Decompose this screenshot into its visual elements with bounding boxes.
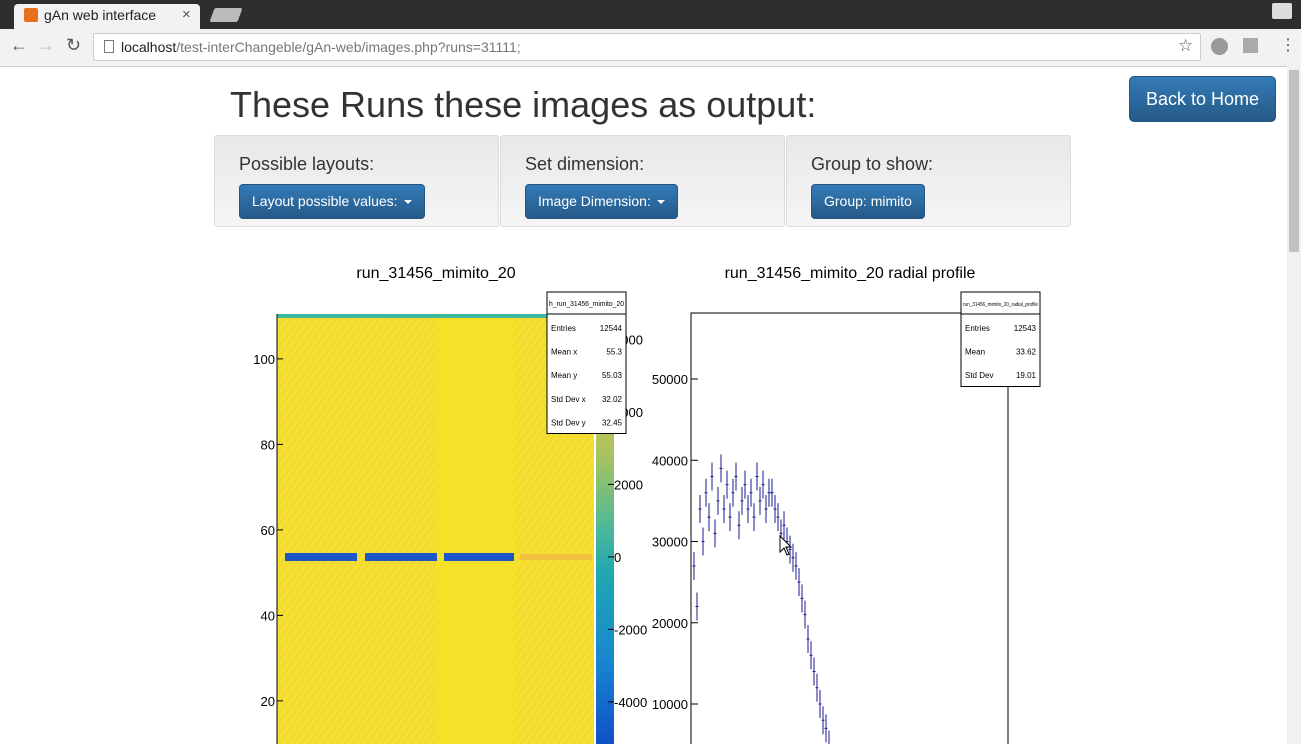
url-host: localhost	[121, 39, 177, 55]
frame	[690, 312, 1009, 744]
stats-box	[960, 291, 1041, 387]
panel: Group to show: Group: mimito	[786, 135, 1071, 227]
bookmark[interactable]: ☆	[1178, 36, 1194, 55]
stats-key: Std Dev y	[551, 418, 586, 427]
stats-value: 12544	[600, 324, 623, 333]
scroll-thumb[interactable]	[1289, 70, 1299, 252]
heatmap-top	[277, 314, 594, 318]
stats-value: 12543	[1014, 324, 1037, 333]
y-tick-label: 60	[261, 523, 275, 538]
z-tick-label: 0	[614, 550, 621, 565]
stats-value: 33.62	[1016, 348, 1037, 357]
heatmap-cell-row	[520, 554, 592, 560]
stats-key: Std Dev x	[551, 395, 586, 404]
new-tab[interactable]	[209, 8, 243, 22]
stats-key: Mean y	[551, 371, 577, 380]
tab-title: gAn web interface	[44, 7, 157, 23]
stats-value: 55.03	[602, 371, 623, 380]
back-home-button[interactable]: Back to Home	[1129, 76, 1276, 122]
menu[interactable]: ⋮	[1280, 37, 1296, 54]
y-tick-label: 80	[261, 437, 275, 452]
heatmap-cell-row	[285, 553, 357, 561]
stats-title: run_31456_mimito_20_radial_profile	[963, 302, 1038, 308]
button-text: Group: mimito	[824, 193, 912, 209]
back[interactable]: ←	[10, 35, 28, 55]
y-tick-label: 50000	[652, 372, 688, 387]
y-tick-label: 20000	[652, 616, 688, 631]
stats-value: 55.3	[606, 348, 622, 357]
button-text: Image Dimension:	[538, 193, 651, 209]
z-tick-label: -4000	[614, 695, 647, 710]
stats-key: Mean	[965, 348, 985, 357]
extension[interactable]	[1243, 38, 1258, 53]
page-title: These Runs these images as output:	[230, 84, 817, 125]
heatmap-band	[435, 314, 515, 744]
tab[interactable]: gAn web interface ×	[14, 4, 200, 29]
cursor	[779, 534, 793, 556]
panel-label: Possible layouts:	[239, 154, 375, 174]
profile[interactable]	[1272, 3, 1292, 19]
address-bar[interactable]: localhost/test-interChangeble/gAn-web/im…	[93, 33, 1201, 61]
stats-key: Mean x	[551, 348, 577, 357]
panel: Possible layouts: Layout possible values…	[214, 135, 499, 227]
panel-label: Set dimension:	[525, 154, 645, 174]
page-icon	[104, 40, 114, 53]
stats-value: 32.45	[602, 418, 623, 427]
stats-box	[546, 291, 627, 434]
z-tick-label: -2000	[614, 622, 647, 637]
panel: Set dimension: Image Dimension:	[500, 135, 785, 227]
y-tick-label: 20	[261, 694, 275, 709]
y-tick-label: 40	[261, 608, 275, 623]
plot-title: run_31456_mimito_20 radial profile	[725, 265, 976, 282]
stats-key: Std Dev	[965, 371, 993, 380]
stats-title: h_run_31456_mimito_20	[549, 301, 624, 308]
plot-title: run_31456_mimito_20	[356, 265, 515, 282]
dropdown-button[interactable]: Image Dimension:	[525, 184, 678, 219]
url: localhost/test-interChangeble/gAn-web/im…	[121, 39, 521, 55]
scrollbar[interactable]	[1287, 66, 1301, 744]
toolbar: ← → ↻ localhost/test-interChangeble/gAn-…	[0, 29, 1301, 67]
z-tick-label: 2000	[614, 477, 643, 492]
stats-key: Entries	[965, 324, 990, 333]
y-tick-label: 40000	[652, 453, 688, 468]
stats-key: Entries	[551, 324, 576, 333]
abp-extension[interactable]	[1211, 38, 1228, 55]
tab-close[interactable]: ×	[182, 6, 191, 23]
heatmap-cell-row	[365, 553, 437, 561]
url-path: /test-interChangeble/gAn-web/images.php?…	[176, 39, 521, 55]
reload[interactable]: ↻	[66, 35, 82, 55]
forward[interactable]: →	[37, 35, 55, 55]
y-tick-label: 30000	[652, 535, 688, 550]
tab-bar: gAn web interface ×	[0, 0, 1301, 29]
stats-value: 19.01	[1016, 371, 1037, 380]
y-tick-label: 10000	[652, 697, 688, 712]
panel-label: Group to show:	[811, 154, 934, 174]
stats-value: 32.02	[602, 395, 623, 404]
button-text: Layout possible values:	[252, 193, 398, 209]
y-tick-label: 100	[253, 352, 275, 367]
favicon	[24, 8, 38, 22]
heatmap-cell-row	[444, 553, 514, 561]
dropdown-button[interactable]: Layout possible values:	[239, 184, 425, 219]
dropdown-button[interactable]: Group: mimito	[811, 184, 925, 219]
